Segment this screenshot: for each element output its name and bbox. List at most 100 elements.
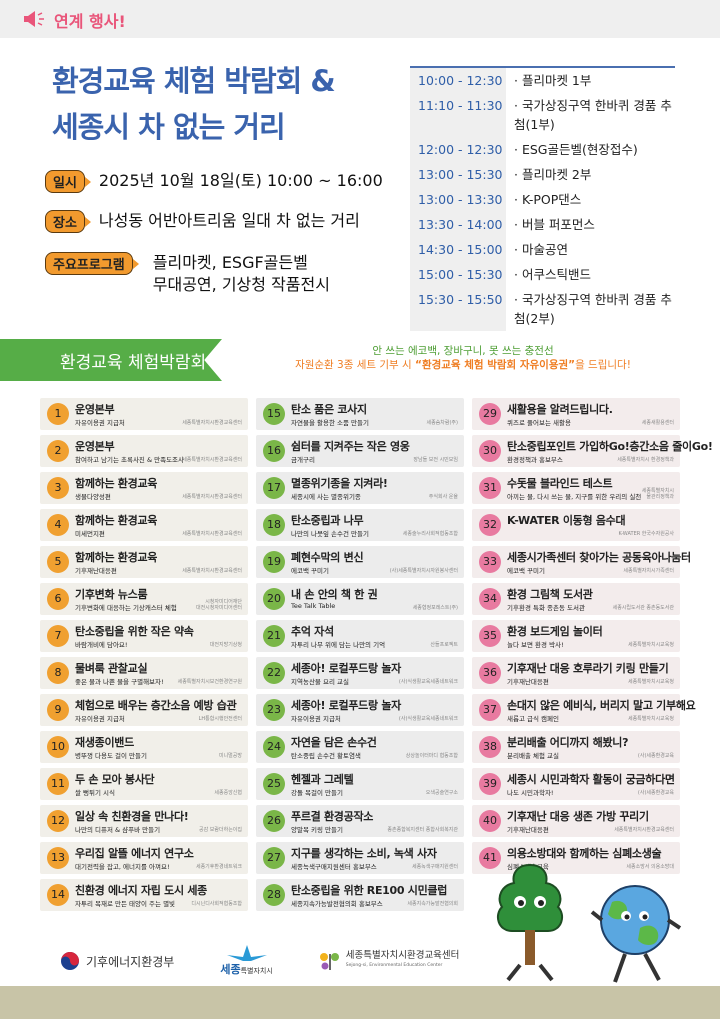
page-title: 환경교육 체험 박람회 & 세종시 차 없는 거리 [52, 58, 336, 150]
booth-subtitle: 세종녹색구매지원센터 홍보부스 [291, 863, 377, 871]
booth-title: 추억 자석 [291, 625, 334, 638]
booth-organizer: 세종특별자치시환경교육센터 [182, 457, 242, 463]
booth-title: 탄소 품은 코사지 [291, 403, 367, 416]
booth-title: 탄소중립을 위한 작은 약속 [75, 625, 194, 638]
logo-edu-center: 세종특별자치시환경교육센터 Sejong-si, Environmental Ed… [319, 951, 459, 971]
notice-part-c: 을 드립니다! [575, 359, 631, 371]
booth-subtitle: 에코백 꾸미기 [507, 567, 545, 575]
booth-organizer: (사)세종특별자치시자원봉사센터 [389, 568, 458, 574]
booth-title: 함께하는 환경교육 [75, 551, 158, 564]
booth-number: 5 [47, 551, 69, 573]
booth-title: 손대지 않은 예비식, 버리지 말고 기부해요 [507, 699, 696, 712]
booth-item: 32 K-WATER 이동형 음수대 K-WATER 한국수자원공사 [472, 509, 680, 541]
booth-subtitle: 대기전력을 잡고, 에너지를 아껴요! [75, 863, 170, 871]
date-text: 2025년 10월 18일(토) 10:00 ~ 16:00 [98, 171, 383, 190]
booth-organizer: (사)식생활교육세종네트워크 [398, 679, 458, 685]
schedule-time: 10:00 - 12:30 [410, 68, 506, 93]
booth-title: 체험으로 배우는 층간소음 예방 습관 [75, 699, 237, 712]
booth-title: 우리집 알뜰 에너지 연구소 [75, 847, 194, 860]
booth-organizer: 세종특별자치시교육청 [627, 716, 674, 722]
booth-title: 멸종위기종을 지켜라! [291, 477, 388, 490]
booth-item: 37 손대지 않은 예비식, 버리지 말고 기부해요 새롭고 급식 캠페인 세종… [472, 694, 696, 726]
booth-number: 14 [47, 884, 69, 906]
booth-title: 함께하는 환경교육 [75, 514, 158, 527]
booth-organizer: 세종중앙신협 [214, 790, 242, 796]
booth-number: 10 [47, 736, 69, 758]
booth-subtitle: 새롭고 급식 캠페인 [507, 715, 559, 723]
booth-subtitle: 기후재난대응편 [75, 567, 117, 575]
booth-subtitle: 기후재난대응편 [507, 826, 549, 834]
booth-title: 세종시가족센터 찾아가는 공동육아나눔터 [507, 551, 691, 564]
booth-title: 자연을 담은 손수건 [291, 736, 377, 749]
booth-subtitle: 기후변화에 대응하는 기상캐스터 체험 [75, 604, 177, 612]
booth-number: 31 [479, 477, 501, 499]
place-tag: 장소 [45, 210, 91, 233]
booth-item: 2 운영본부 참여하고 남기는 초록사진 & 만족도조사 세종특별자치시환경교육… [40, 435, 248, 467]
booth-item: 21 추억 자석 자투리 나무 위에 담는 나만의 기억 산들프로젝트 [256, 620, 464, 652]
booth-item: 40 기후재난 대응 생존 가방 꾸리기 기후재난대응편 세종특별자치시환경교육… [472, 805, 680, 837]
booth-title: 기후재난 대응 호루라기 키링 만들기 [507, 662, 669, 675]
booth-subtitle: 에코백 꾸미기 [291, 567, 329, 575]
booth-number: 35 [479, 625, 501, 647]
booth-item: 16 쉼터를 지켜주는 작은 영웅 금개구리 장남들 보전 시민모임 [256, 435, 464, 467]
program-line-2: 무대공연, 기상청 작품전시 [152, 275, 330, 294]
booth-number: 23 [263, 699, 285, 721]
booth-organizer: (사)식생활교육세종네트워크 [398, 716, 458, 722]
booth-item: 7 탄소중립을 위한 작은 약속 바람개비에 담아요! 대전지방기상청 [40, 620, 248, 652]
booth-subtitle: Tee Talk Table [291, 602, 336, 610]
booth-subtitle: 자유이용권 지급처 [75, 419, 125, 427]
program-text: 플리마켓, ESGF골든벨 무대공연, 기상청 작품전시 [153, 252, 330, 296]
booth-item: 19 폐현수막의 변신 에코백 꾸미기 (사)세종특별자치시자원봉사센터 [256, 546, 464, 578]
booth-title: 지구를 생각하는 소비, 녹색 사자 [291, 847, 437, 860]
booth-title: 헨젤과 그레텔 [291, 773, 354, 786]
booth-subtitle: 나만의 나뭇잎 손수건 만들기 [291, 530, 369, 538]
booth-item: 14 친환경 에너지 자립 도시 세종 자투리 목재로 만든 태양이 주는 별빛… [40, 879, 248, 911]
booth-organizer: 세종특별자치시보건환경연구원 [177, 679, 242, 685]
schedule-time: 14:30 - 15:00 [410, 237, 506, 262]
place-text: 나성동 어반아트리움 일대 차 없는 거리 [98, 211, 360, 230]
schedule-event: · 마술공연 [514, 242, 568, 257]
schedule-event: · 버블 퍼포먼스 [514, 217, 595, 232]
schedule-row: 13:30 - 14:00 · 버블 퍼포먼스 [410, 212, 675, 237]
booth-subtitle: 분리배출 체험 교실 [507, 752, 559, 760]
booth-organizer: 세종특별자치시환경교육센터 [614, 827, 674, 833]
booth-subtitle: 나만의 디퓨저 & 샴푸바 만들기 [75, 826, 161, 834]
schedule-time: 13:30 - 14:00 [410, 212, 506, 237]
booth-number: 24 [263, 736, 285, 758]
booth-organizer: 시청자미디어재단 대전시청자미디어센터 [195, 599, 242, 611]
booth-subtitle: 자유이용권 지급처 [75, 715, 125, 723]
booth-item: 30 탄소중립포인트 가입하Go!층간소음 줄이Go! 환경정책과 홍보부스 세… [472, 435, 713, 467]
booth-organizer: 세종숨차람(주) [426, 420, 458, 426]
booth-item: 6 기후변화 뉴스룸 기후변화에 대응하는 기상캐스터 체험 시청자미디어재단 … [40, 583, 248, 615]
schedule-time: 11:10 - 11:30 [410, 93, 506, 137]
booth-subtitle: 생물다양성편 [75, 493, 111, 501]
booth-organizer: 세종시립도서관 종촌동도서관 [612, 605, 674, 611]
booth-organizer: 오색공술연구소 [425, 790, 458, 796]
notice-line-1: 안 쓰는 에코백, 장바구니, 못 쓰는 충전선 [372, 345, 554, 357]
booth-item: 27 지구를 생각하는 소비, 녹색 사자 세종녹색구매지원센터 홍보부스 세종… [256, 842, 464, 874]
header-label: 연계 행사! [54, 12, 126, 31]
title-line-1: 환경교육 체험 박람회 & [52, 64, 336, 98]
booth-subtitle: 퀴즈로 풀어보는 새활용 [507, 419, 571, 427]
booth-title: 세종시 시민과학자 활동이 궁금하다면 [507, 773, 675, 786]
booth-column-2: 15 탄소 품은 코사지 자연물을 활용한 소품 만들기 세종숨차람(주) 16 … [256, 398, 464, 916]
booth-item: 36 기후재난 대응 호루라기 키링 만들기 기후재난대응편 세종특별자치시교육… [472, 657, 680, 689]
booth-subtitle: 자투리 목재로 만든 태양이 주는 별빛 [75, 900, 176, 908]
booth-organizer: 세종특별자치시교육청 [627, 642, 674, 648]
booth-number: 30 [479, 440, 501, 462]
booth-number: 33 [479, 551, 501, 573]
booth-number: 32 [479, 514, 501, 536]
booth-title: 쉼터를 지켜주는 작은 영웅 [291, 440, 410, 453]
date-tag: 일시 [45, 170, 91, 193]
booth-number: 18 [263, 514, 285, 536]
booth-title: 운영본부 [75, 403, 115, 416]
schedule-row: 15:30 - 15:50 · 국가상징구역 한바퀴 경품 추첨(2부) [410, 287, 675, 331]
schedule-row: 12:00 - 12:30 · ESG골든벨(현장접수) [410, 137, 675, 162]
bottom-band [0, 986, 720, 1019]
booth-number: 6 [47, 588, 69, 610]
booth-number: 22 [263, 662, 285, 684]
booth-title: 환경 보드게임 놀이터 [507, 625, 603, 638]
edu-center-logo-icon [319, 953, 339, 970]
booth-organizer: 세종특별자치시 물관리정책과 [641, 488, 674, 500]
booth-subtitle: 기후환경 특화 종촌동 도서관 [507, 604, 585, 612]
